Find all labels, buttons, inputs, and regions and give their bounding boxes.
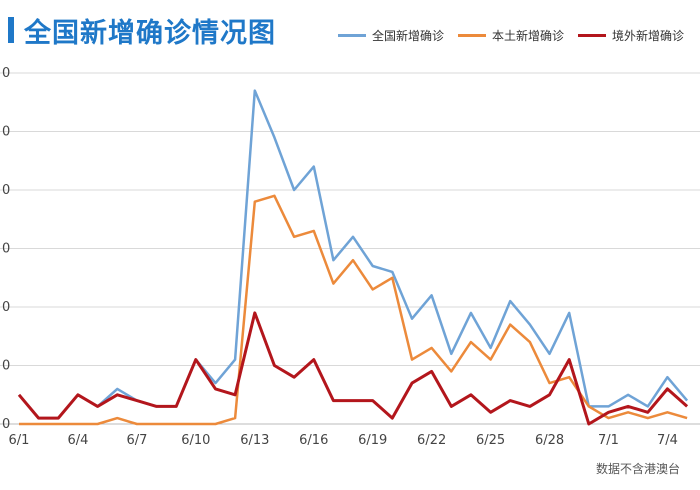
x-tick-label: 6/16 bbox=[299, 433, 328, 448]
gridlines bbox=[0, 72, 700, 425]
x-tick-label: 6/19 bbox=[358, 433, 387, 448]
x-tick-label: 6/28 bbox=[535, 433, 564, 448]
x-tick-label: 6/22 bbox=[417, 433, 446, 448]
title-accent-bar bbox=[8, 17, 14, 43]
x-tick-label: 6/25 bbox=[476, 433, 505, 448]
legend-label: 境外新增确诊 bbox=[612, 29, 685, 43]
chart-title: 全国新增确诊情况图 bbox=[24, 17, 276, 49]
series-local bbox=[19, 194, 688, 426]
y-tick-label: 0 bbox=[2, 242, 10, 257]
data-series bbox=[17, 89, 689, 426]
legend-label: 本土新增确诊 bbox=[492, 29, 565, 43]
source-note: 数据不含港澳台 bbox=[595, 462, 680, 476]
series-national bbox=[18, 89, 689, 420]
x-tick-label: 6/10 bbox=[181, 433, 210, 448]
chart-title-bar: 全国新增确诊情况图 bbox=[0, 10, 276, 50]
y-tick-label: 0 bbox=[2, 300, 10, 315]
legend-item-imported: 境外新增确诊 bbox=[578, 27, 684, 44]
y-tick-label: 0 bbox=[2, 66, 10, 81]
x-tick-label: 6/4 bbox=[67, 433, 88, 448]
y-tick-label: 0 bbox=[2, 125, 10, 140]
legend-line-icon bbox=[338, 34, 366, 37]
y-tick-label: 0 bbox=[2, 359, 10, 374]
legend-line-icon bbox=[578, 34, 607, 37]
legend-item-local: 本土新增确诊 bbox=[458, 27, 564, 44]
x-tick-label: 6/7 bbox=[126, 433, 147, 448]
chart-legend: 全国新增确诊 本土新增确诊 境外新增确诊 bbox=[338, 27, 698, 44]
x-tick-label: 7/4 bbox=[657, 433, 678, 448]
series-imported bbox=[17, 311, 689, 426]
legend-item-national: 全国新增确诊 bbox=[338, 27, 444, 44]
y-axis-ticks: 0 0 0 0 0 0 0 bbox=[2, 66, 10, 432]
y-tick-label: 0 bbox=[2, 417, 10, 432]
x-tick-label: 7/1 bbox=[598, 433, 619, 448]
x-axis-ticks: 6/1 6/4 6/7 6/10 6/13 6/16 6/19 6/22 6/25 6/28 7/1… bbox=[9, 433, 678, 448]
y-tick-label: 0 bbox=[2, 183, 10, 198]
x-tick-label: 6/1 bbox=[9, 433, 30, 448]
legend-line-icon bbox=[458, 34, 487, 37]
x-tick-label: 6/13 bbox=[240, 433, 269, 448]
legend-label: 全国新增确诊 bbox=[372, 29, 445, 43]
